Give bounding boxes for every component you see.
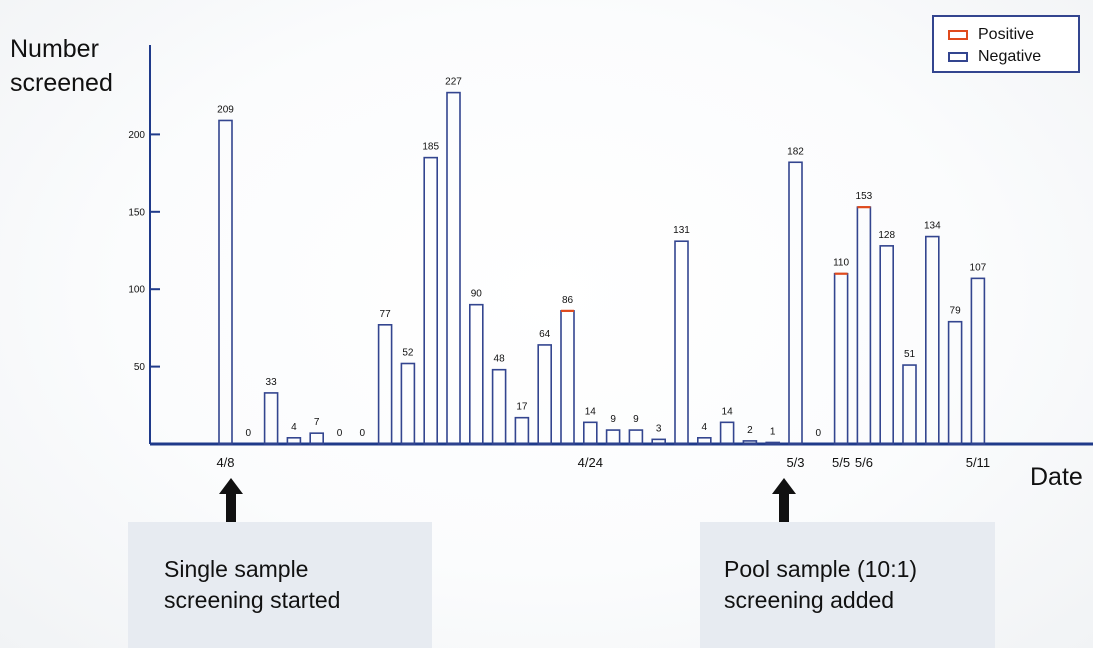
x-tick-label: 5/3 (786, 455, 804, 470)
annotation-line: Single sample (164, 556, 309, 582)
bar (286, 437, 302, 445)
legend-item-negative: Negative (948, 47, 1041, 67)
bar (674, 240, 689, 445)
bar (765, 441, 781, 445)
x-axis-label: Date (1030, 463, 1083, 491)
y-tick-label: 200 (128, 130, 145, 141)
bar-data-label: 0 (246, 428, 252, 439)
bar-data-label: 14 (585, 406, 597, 417)
y-tick-label: 50 (134, 362, 146, 373)
bar-data-label: 2 (747, 425, 753, 436)
bar (309, 432, 325, 445)
bar (696, 437, 712, 445)
bar-data-label: 48 (494, 354, 506, 365)
bar (446, 91, 461, 445)
annotation-line: screening added (724, 587, 895, 613)
legend-item-positive: Positive (948, 25, 1034, 45)
x-tick-label: 5/11 (966, 455, 990, 470)
bar-data-label: 131 (673, 225, 690, 236)
bar-data-label: 14 (722, 406, 734, 417)
bar-data-label: 182 (787, 146, 804, 157)
bar (719, 421, 735, 445)
legend-label-positive: Positive (978, 26, 1035, 43)
bar (514, 416, 530, 445)
x-tick-label: 5/6 (855, 455, 873, 470)
up-arrow-icon (219, 478, 243, 522)
bar-data-label: 209 (217, 104, 234, 115)
bar (947, 320, 963, 445)
up-arrow-icon (772, 478, 796, 522)
bar-data-label: 128 (878, 230, 895, 241)
bar (263, 392, 279, 445)
bar-data-label: 79 (950, 306, 962, 317)
bar-data-label: 0 (360, 428, 366, 439)
bar-data-label: 90 (471, 289, 483, 300)
x-tick-label: 5/5 (832, 455, 850, 470)
bar-data-label: 185 (422, 142, 439, 153)
bar (560, 310, 575, 445)
bar (537, 344, 553, 445)
bar-data-label: 4 (291, 422, 297, 433)
bar-data-label: 77 (380, 309, 392, 320)
bar (856, 206, 872, 445)
legend-swatch-negative (948, 52, 968, 62)
y-tick-label: 150 (128, 207, 145, 218)
bar (788, 161, 803, 445)
bar-data-label: 4 (702, 422, 708, 433)
bar (423, 156, 439, 445)
bar (742, 440, 758, 445)
annotation-single-sample: Single sample screening started (128, 522, 432, 648)
bar (651, 438, 667, 445)
bar-data-label: 107 (970, 262, 987, 273)
annotation-pool-sample: Pool sample (10:1) screening added (700, 522, 995, 648)
annotation-line: Pool sample (10:1) (724, 556, 918, 582)
bar-data-label: 17 (516, 402, 528, 413)
bar-data-label: 227 (445, 77, 462, 88)
bar (879, 245, 895, 445)
bar-data-label: 9 (633, 414, 639, 425)
bar (628, 429, 644, 445)
bar-data-label: 51 (904, 349, 916, 360)
bar (605, 429, 621, 445)
bar (902, 364, 917, 445)
bar (491, 368, 507, 445)
bar (833, 272, 849, 445)
bar-data-label: 3 (656, 423, 662, 434)
y-axis-label-line-2: screened (10, 69, 113, 97)
bar-data-label: 52 (402, 348, 414, 359)
y-tick-label: 100 (128, 285, 145, 296)
legend: Positive Negative (932, 15, 1080, 73)
bar-data-label: 86 (562, 295, 574, 306)
legend-label-negative: Negative (978, 48, 1042, 65)
y-axis-label-line-1: Number (10, 35, 99, 63)
bar (582, 421, 598, 445)
bar-data-label: 33 (266, 377, 278, 388)
bar-data-label: 9 (610, 414, 616, 425)
bar-data-label: 0 (337, 428, 343, 439)
bar (400, 362, 416, 445)
bar-data-label: 1 (770, 426, 776, 437)
bar-data-label: 153 (856, 191, 873, 202)
annotation-line: screening started (164, 587, 341, 613)
bar (924, 235, 940, 445)
bar (377, 324, 393, 445)
bar-data-label: 7 (314, 417, 320, 428)
bar-data-label: 64 (539, 329, 551, 340)
bar (970, 277, 986, 445)
x-tick-label: 4/8 (216, 455, 234, 470)
bar-data-label: 110 (833, 258, 849, 269)
legend-swatch-positive (948, 30, 968, 40)
bar (468, 303, 484, 445)
x-tick-label: 4/24 (578, 455, 603, 470)
bar (218, 119, 233, 445)
bar-data-label: 134 (924, 221, 941, 232)
bar-data-label: 0 (816, 428, 822, 439)
